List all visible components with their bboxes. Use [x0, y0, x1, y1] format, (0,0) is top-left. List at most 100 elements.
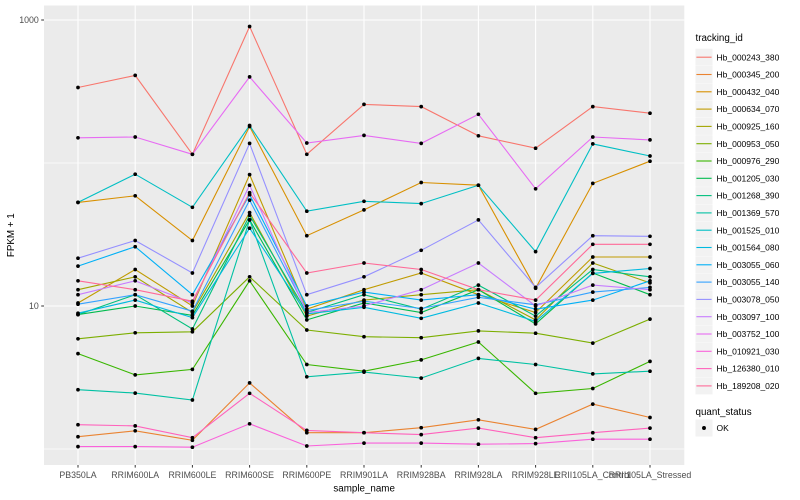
data-point	[533, 362, 538, 367]
data-point	[419, 271, 424, 275]
data-point	[362, 441, 366, 445]
data-point	[133, 391, 138, 395]
data-point	[533, 249, 538, 254]
data-point	[76, 264, 80, 268]
data-point	[648, 369, 652, 374]
data-point	[76, 302, 80, 307]
y-tick-label: 1000	[19, 15, 39, 25]
data-point	[247, 141, 252, 146]
data-point	[133, 444, 138, 449]
data-point	[648, 255, 652, 259]
data-point	[648, 415, 652, 420]
data-point	[476, 183, 481, 188]
data-point	[362, 133, 366, 138]
data-point	[76, 434, 80, 439]
data-point	[76, 292, 80, 297]
data-point	[533, 314, 538, 318]
data-point	[476, 295, 481, 300]
data-point	[476, 218, 481, 222]
x-tick-label: RRIM600LA	[111, 470, 159, 480]
legend-label: Hb_003078_050	[717, 295, 780, 305]
data-point	[590, 386, 595, 391]
x-tick-label: RRII105LA_Control	[555, 470, 631, 480]
data-point	[76, 311, 80, 316]
legend2-label: OK	[717, 423, 730, 433]
legend2-title: quant_status	[696, 407, 752, 418]
data-point	[304, 271, 309, 275]
data-point	[476, 261, 481, 265]
data-point	[76, 422, 80, 427]
data-point	[362, 292, 366, 297]
x-tick-label: RRIM600PE	[282, 470, 331, 480]
data-point	[76, 85, 80, 90]
data-point	[362, 274, 366, 279]
data-point	[190, 315, 195, 320]
data-point	[533, 441, 538, 446]
data-point	[476, 301, 481, 305]
data-point	[304, 233, 309, 238]
x-tick-label: RRIM901LA	[340, 470, 388, 480]
x-tick-label: RRII105LA_Stressed	[609, 470, 692, 480]
data-point	[590, 283, 595, 287]
data-point	[247, 213, 252, 218]
data-point	[76, 135, 80, 140]
data-point	[247, 75, 252, 79]
data-point	[533, 391, 538, 396]
data-point	[190, 438, 195, 443]
data-point	[190, 309, 195, 314]
data-point	[419, 298, 424, 302]
data-point	[362, 430, 366, 435]
data-point	[304, 374, 309, 379]
data-point	[648, 154, 652, 158]
legend-label: Hb_003752_100	[717, 329, 780, 339]
data-point	[247, 278, 252, 283]
data-point	[533, 331, 538, 336]
data-point	[247, 172, 252, 177]
data-point	[304, 304, 309, 308]
data-point	[76, 444, 80, 449]
legend-label: Hb_000345_200	[717, 70, 780, 80]
data-point	[533, 186, 538, 191]
data-point	[476, 340, 481, 344]
data-point	[590, 233, 595, 238]
data-point	[419, 376, 424, 380]
data-point	[190, 435, 195, 440]
data-point	[133, 193, 138, 198]
x-tick-label: RRIM600LE	[168, 470, 216, 480]
data-points	[76, 24, 652, 450]
legend-label: Hb_000953_050	[717, 139, 780, 149]
data-point	[133, 244, 138, 249]
data-point	[190, 271, 195, 275]
data-point	[590, 255, 595, 259]
data-point	[247, 391, 252, 396]
legend-label: Hb_000634_070	[717, 104, 780, 114]
data-point	[590, 181, 595, 186]
data-point	[247, 24, 252, 29]
legend-label: Hb_001268_390	[717, 191, 780, 201]
data-point	[190, 292, 195, 297]
data-point	[590, 372, 595, 376]
data-point	[247, 226, 252, 231]
data-point	[648, 278, 652, 283]
data-point	[590, 402, 595, 406]
data-point	[419, 335, 424, 340]
legend-label: Hb_001369_570	[717, 208, 780, 218]
data-point	[133, 304, 138, 308]
data-point	[304, 209, 309, 214]
y-tick-label: 10	[29, 301, 39, 311]
data-point	[419, 306, 424, 311]
data-point	[648, 292, 652, 297]
data-point	[190, 367, 195, 372]
legend-label: Hb_189208_020	[717, 381, 780, 391]
data-point	[648, 138, 652, 142]
data-point	[648, 234, 652, 239]
data-point	[362, 261, 366, 265]
data-point	[533, 304, 538, 308]
x-tick-label: RRIM600SE	[225, 470, 274, 480]
data-point	[304, 328, 309, 332]
legend-label: Hb_003097_100	[717, 312, 780, 322]
data-point	[304, 428, 309, 433]
data-point	[533, 146, 538, 151]
data-point	[419, 292, 424, 297]
data-point	[362, 199, 366, 204]
